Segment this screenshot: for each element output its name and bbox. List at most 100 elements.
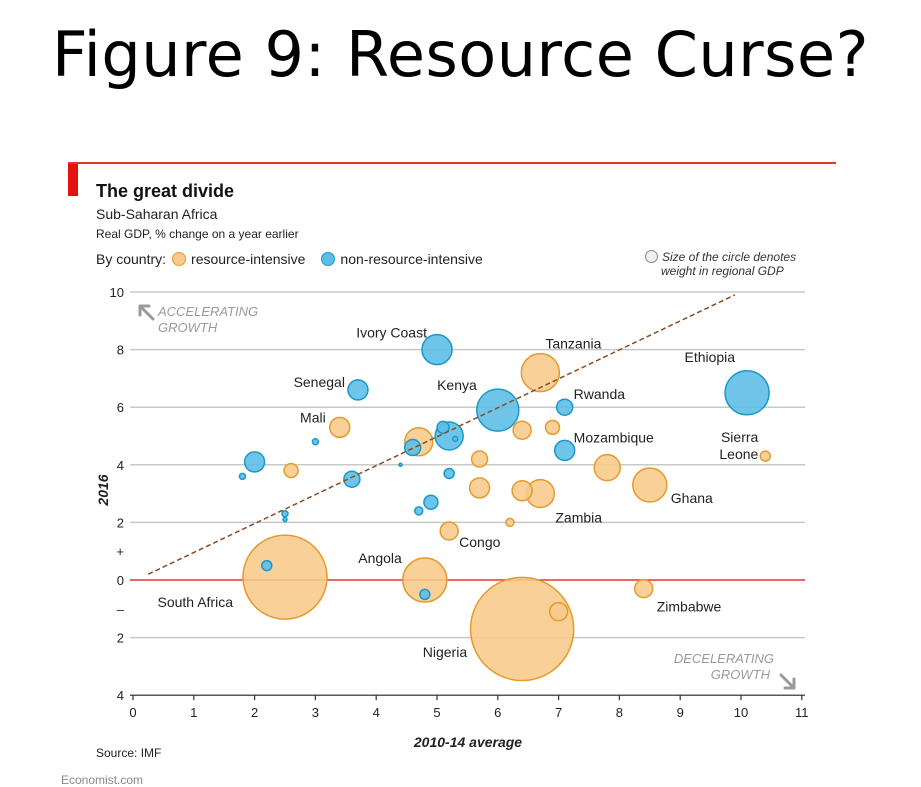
trend-line (147, 294, 736, 575)
x-axis-title: 2010-14 average (413, 734, 522, 750)
accelerating-line1: ACCELERATING (157, 304, 258, 319)
resource-bubble (469, 576, 575, 682)
resource-bubble (593, 453, 621, 482)
slide-title: Figure 9: Resource Curse? (51, 18, 870, 91)
x-tick-label: 2 (251, 705, 258, 720)
resource-bubble (633, 578, 654, 599)
chart-measure: Real GDP, % change on a year earlier (96, 227, 299, 241)
decelerating-line2: GROWTH (711, 667, 771, 682)
resource-bubble (328, 416, 351, 439)
nonresource-bubble (419, 588, 431, 601)
y-tick-label: 4 (117, 458, 124, 473)
size-note: Size of the circle denotes weight in reg… (645, 250, 796, 278)
chart-source: Source: IMF (96, 746, 162, 760)
decelerating-annotation: DECELERATING GROWTH (674, 651, 796, 690)
country-label: Sierra Leone (719, 429, 758, 462)
nonresource-bubble (403, 438, 422, 457)
header-tag (68, 164, 78, 196)
y-tick-label: + (116, 544, 124, 559)
header-rule (68, 162, 836, 164)
y-tick-label: 0 (117, 573, 124, 588)
y-tick-label: – (117, 602, 125, 617)
country-label: Mali (300, 409, 326, 425)
resource-bubble (242, 534, 328, 620)
label-layer: South Africa Nigeria Angola Tanzania Ghana Za… (158, 325, 759, 660)
legend-prefix: By country: (96, 251, 167, 267)
country-label: Ivory Coast (356, 325, 427, 341)
size-note-line2: weight in regional GDP (661, 264, 784, 278)
resource-bubble (439, 521, 459, 541)
nonresource-bubble (347, 379, 369, 401)
legend-resource-swatch (172, 252, 187, 266)
resource-bubble (468, 477, 491, 499)
nonresource-bubble (238, 472, 247, 481)
y-tick-label: 4 (117, 688, 124, 703)
country-label: Angola (358, 550, 402, 566)
trend-layer (147, 294, 736, 575)
nonresource-bubble (553, 439, 576, 462)
country-label: Tanzania (545, 336, 601, 352)
accelerating-arrow-icon (138, 304, 155, 321)
resource-bubble (759, 450, 772, 462)
nonresource-bubble (555, 398, 574, 416)
chart-title: The great divide (96, 181, 235, 201)
nonresource-bubble (343, 470, 361, 488)
nonresource-bubble (476, 388, 520, 432)
x-tick-label: 11 (795, 705, 809, 720)
x-tick-label: 1 (190, 705, 197, 720)
x-tick-label: 8 (616, 705, 623, 720)
resource-bubble (632, 467, 668, 503)
nonresource-bubble (443, 467, 455, 480)
nonresource-bubble (436, 420, 450, 435)
nonresource-bubble (281, 510, 289, 518)
x-tick-label: 7 (555, 705, 562, 720)
country-label: Kenya (437, 377, 477, 393)
country-label: Mozambique (574, 429, 654, 445)
country-label: Zimbabwe (657, 599, 722, 615)
country-label: Senegal (294, 374, 345, 390)
y-axis-title: 2016 (95, 474, 111, 506)
x-tick-label: 9 (677, 705, 684, 720)
legend: By country: resource-intensive non-resou… (96, 251, 483, 267)
x-tick-label: 0 (129, 705, 136, 720)
chart-subtitle: Sub-Saharan Africa (96, 206, 218, 222)
resource-bubble (511, 479, 533, 502)
x-tick-label: 4 (373, 705, 380, 720)
resource-bubble (505, 517, 515, 528)
resource-bubble (520, 352, 561, 393)
nonresource-bubble (423, 494, 439, 510)
nonresource-bubble (261, 559, 273, 572)
nonresource-bubble (282, 516, 288, 523)
resource-bubble (544, 419, 561, 436)
decelerating-line1: DECELERATING (674, 651, 774, 666)
country-label: Ghana (671, 490, 713, 506)
resource-bubble (402, 557, 448, 603)
y-tick-label: 8 (117, 343, 124, 358)
resource-bubble (512, 420, 532, 440)
nonresource-bubble (451, 435, 459, 443)
x-tick-label: 3 (312, 705, 319, 720)
legend-nonresource-label: non-resource-intensive (340, 251, 483, 267)
nonresource-bubble (414, 506, 424, 516)
y-tick-label: 2 (117, 515, 124, 530)
nonresource-bubble (398, 462, 403, 468)
y-tick-label: 6 (117, 400, 124, 415)
country-label: Congo (459, 534, 500, 550)
chart-credit: Economist.com (61, 773, 144, 787)
size-note-line1: Size of the circle denotes (662, 250, 797, 264)
x-tick-label: 5 (433, 705, 440, 720)
country-label: Zambia (555, 510, 602, 526)
resource-bubble (548, 601, 569, 622)
bubble-layer (238, 333, 772, 682)
size-note-circle-icon (645, 250, 658, 263)
y-tick-label: 2 (117, 631, 124, 646)
x-tick-label: 6 (494, 705, 501, 720)
accelerating-line2: GROWTH (158, 320, 218, 335)
country-label: Ethiopia (684, 349, 735, 365)
nonresource-bubble (311, 438, 320, 446)
resource-bubble (470, 450, 489, 468)
legend-resource-label: resource-intensive (191, 251, 306, 267)
country-label: Nigeria (423, 644, 468, 660)
